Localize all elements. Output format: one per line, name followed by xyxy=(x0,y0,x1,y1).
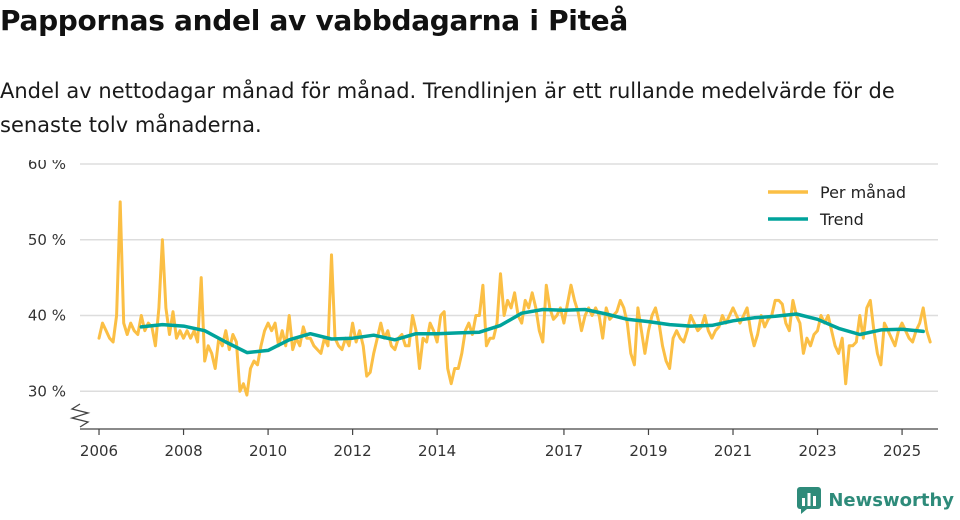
x-tick-label: 2008 xyxy=(164,442,202,460)
x-tick-label: 2014 xyxy=(418,442,456,460)
axes: 30 % 40 % 50 % 60 % 2006 2008 2010 2012 2014 2017… xyxy=(28,160,938,460)
x-tick-label: 2006 xyxy=(80,442,118,460)
axis-break-icon xyxy=(69,403,91,428)
y-tick-label: 50 % xyxy=(28,231,66,249)
series-lines xyxy=(97,200,932,397)
x-tick-label: 2023 xyxy=(798,442,836,460)
series-line-per-manad xyxy=(97,200,932,397)
legend-label-trend: Trend xyxy=(819,210,864,229)
newsworthy-logo-icon xyxy=(797,487,822,514)
line-chart: 30 % 40 % 50 % 60 % 2006 2008 2010 2012 2014 2017… xyxy=(28,160,938,460)
x-tick-label: 2012 xyxy=(334,442,372,460)
grid-lines xyxy=(80,163,938,393)
y-tick-label: 30 % xyxy=(28,382,66,400)
x-tick-label: 2025 xyxy=(883,442,921,460)
page-subtitle: Andel av nettodagar månad för månad. Tre… xyxy=(0,79,895,137)
page-title: Pappornas andel av vabbdagarna i Piteå xyxy=(0,4,628,37)
y-tick-label: 40 % xyxy=(28,307,66,325)
x-tick-label: 2010 xyxy=(249,442,287,460)
newsworthy-brand[interactable]: Newsworthy xyxy=(796,486,954,514)
legend-label-per-manad: Per månad xyxy=(820,183,906,202)
series-line-trend xyxy=(139,307,925,355)
y-tick-label: 60 % xyxy=(28,160,66,173)
brand-name: Newsworthy xyxy=(828,489,954,511)
x-tick-label: 2019 xyxy=(629,442,667,460)
legend: Per månad Trend xyxy=(768,183,906,229)
x-tick-label: 2017 xyxy=(545,442,583,460)
x-tick-label: 2021 xyxy=(714,442,752,460)
